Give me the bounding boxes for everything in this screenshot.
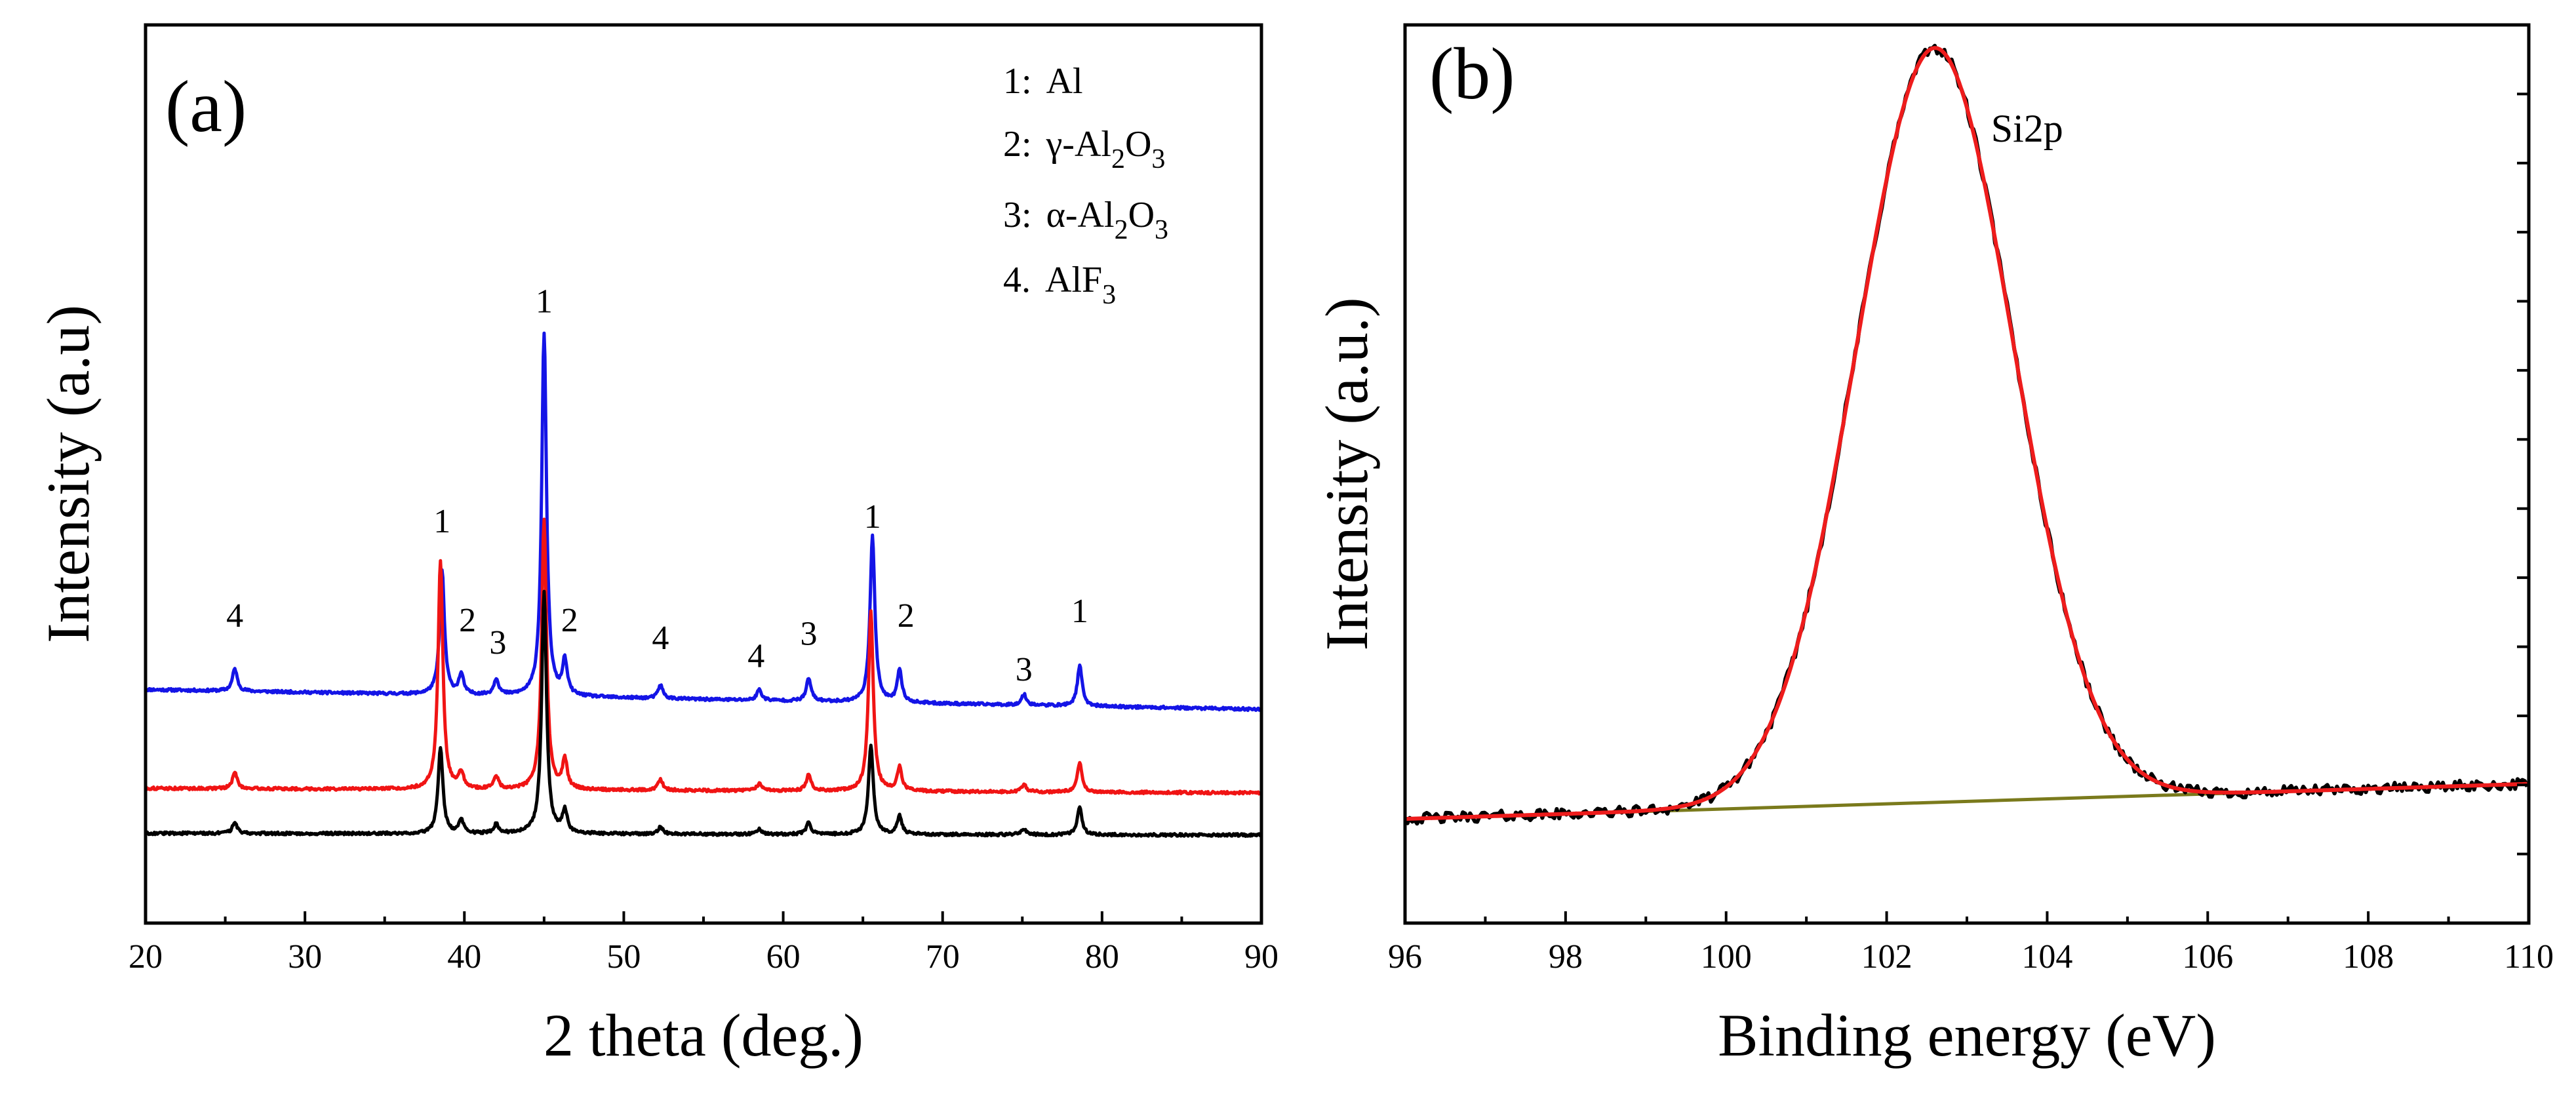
peak-label: 2 <box>898 597 915 635</box>
peak-label: 3 <box>1016 651 1033 688</box>
panel-b-x-ticks: 96 98 100 102 104 106 108 110 <box>1388 911 2554 976</box>
si2p-annotation: Si2p <box>1991 107 2063 150</box>
x-tick-label: 70 <box>926 938 960 976</box>
legend-entry-3-part: α-Al <box>1046 195 1115 235</box>
fit-curve <box>1404 46 2527 821</box>
panel-b-x-axis-title: Binding energy (eV) <box>1718 1002 2216 1069</box>
panel-a-traces <box>144 331 1263 839</box>
peak-label: 1 <box>1071 593 1088 630</box>
panel-a-legend: 1: Al 2: γ-Al2O3 3: α-Al2O3 4. AlF3 <box>1003 61 1168 310</box>
xrd-trace-2 <box>144 517 1263 796</box>
panel-b-xps-chart: 96 98 100 102 104 106 108 110 (b) Si2p Binding … <box>1313 23 2554 1069</box>
legend-entry-4: 4. AlF3 <box>1003 260 1116 310</box>
peak-label: 1 <box>536 283 553 320</box>
x-tick-label: 30 <box>288 938 322 976</box>
panel-a-x-axis-title: 2 theta (deg.) <box>544 1002 863 1069</box>
xrd-trace-3 <box>144 589 1263 839</box>
panel-b-traces <box>1404 43 2529 826</box>
x-tick-label: 20 <box>129 938 163 976</box>
x-tick-label: 98 <box>1549 938 1583 976</box>
peak-label: 3 <box>800 615 817 652</box>
panel-b-y-axis-title: Intensity (a.u.) <box>1313 297 1380 650</box>
x-tick-label: 104 <box>2021 938 2072 976</box>
legend-entry-1-number: 1: <box>1003 61 1032 102</box>
legend-entry-4-subscript: 3 <box>1102 280 1116 310</box>
x-tick-label: 40 <box>447 938 481 976</box>
legend-entry-3-subscript: 3 <box>1155 215 1168 245</box>
xrd-trace-1 <box>144 331 1263 713</box>
legend-entry-1: 1: Al <box>1003 61 1083 102</box>
peak-label: 2 <box>561 602 578 639</box>
peak-label: 1 <box>433 503 450 540</box>
x-tick-label: 100 <box>1701 938 1752 976</box>
panel-b-label: (b) <box>1429 33 1515 115</box>
peak-label: 4 <box>226 597 243 635</box>
peak-label: 4 <box>747 638 764 675</box>
legend-entry-2-number: 2: <box>1003 124 1032 165</box>
x-tick-label: 110 <box>2504 938 2554 976</box>
panel-a-label: (a) <box>165 66 247 148</box>
legend-entry-4-number: 4. <box>1003 260 1031 300</box>
legend-entry-2-subscript: 3 <box>1151 144 1165 174</box>
panel-b-y-ticks <box>2517 92 2529 856</box>
x-tick-label: 108 <box>2343 938 2394 976</box>
legend-entry-2-part: O <box>1125 124 1151 165</box>
legend-entry-3: 3: α-Al2O3 <box>1003 195 1168 245</box>
legend-entry-2-part: γ-Al <box>1046 124 1111 165</box>
x-tick-label: 90 <box>1244 938 1278 976</box>
x-tick-label: 60 <box>766 938 801 976</box>
x-tick-label: 50 <box>606 938 641 976</box>
x-tick-label: 96 <box>1388 938 1422 976</box>
legend-entry-1-text: Al <box>1046 61 1083 102</box>
peak-label: 2 <box>459 602 476 639</box>
legend-entry-3-subscript: 2 <box>1115 215 1128 245</box>
peak-label: 1 <box>864 498 881 536</box>
legend-entry-2: 2: γ-Al2O3 <box>1003 124 1165 174</box>
panel-a-y-axis-title: Intensity (a.u) <box>35 305 102 643</box>
peak-label: 4 <box>652 620 669 657</box>
legend-entry-3-number: 3: <box>1003 195 1032 235</box>
legend-entry-2-subscript: 2 <box>1111 144 1125 174</box>
x-tick-label: 106 <box>2182 938 2233 976</box>
x-tick-label: 80 <box>1085 938 1119 976</box>
legend-entry-3-part: O <box>1128 195 1155 235</box>
panel-a-x-ticks: 20 30 40 50 60 70 80 90 <box>129 911 1278 976</box>
peak-label: 3 <box>489 624 506 662</box>
x-tick-label: 102 <box>1861 938 1912 976</box>
legend-entry-4-part: AlF <box>1045 260 1102 300</box>
